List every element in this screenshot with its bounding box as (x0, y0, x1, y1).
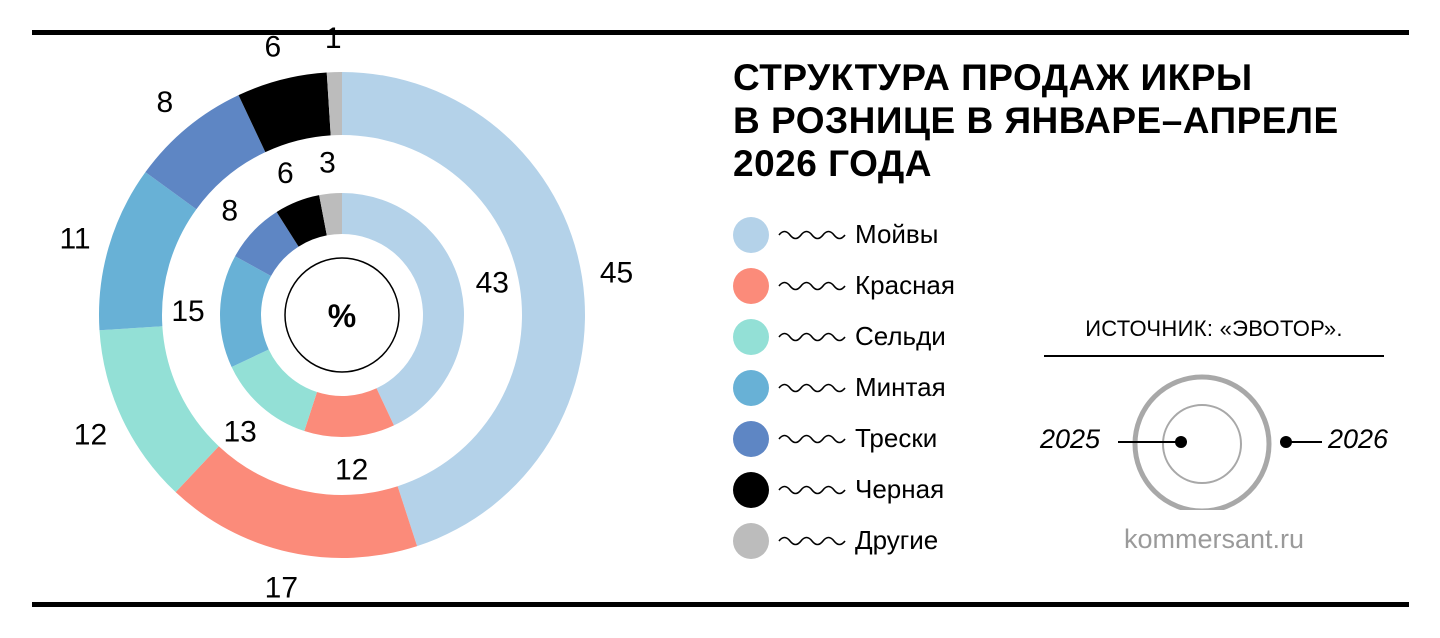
legend-label: Черная (855, 474, 945, 504)
legend-swatch (733, 268, 769, 304)
legend-connector (778, 281, 846, 291)
chart-title: СТРУКТУРА ПРОДАЖ ИКРЫ В РОЗНИЦЕ В ЯНВАРЕ… (733, 56, 1373, 185)
key-label-2025: 2025 (1040, 424, 1101, 454)
legend-item: Сельди (733, 316, 1033, 356)
credit-link[interactable]: kommersant.ru (1123, 524, 1305, 554)
slice-outer-2 (175, 446, 418, 558)
legend-label: Другие (855, 525, 939, 555)
legend-swatch (733, 523, 769, 559)
legend-label: Минтая (855, 372, 946, 402)
slice-outer-7 (326, 72, 342, 136)
slice-inner-1 (342, 193, 464, 426)
center-circle (284, 257, 400, 373)
legend-item: Минтая (733, 367, 1033, 407)
bottom-rule (32, 602, 1409, 607)
key-inner-ring (1162, 404, 1242, 484)
slice-inner-3 (231, 349, 317, 432)
legend-connector (778, 434, 846, 444)
key-right-dot (1280, 436, 1292, 448)
data-label-inner-2: 12 (335, 454, 368, 487)
data-label-outer-7: 1 (325, 22, 342, 55)
slice-outer-5 (145, 95, 266, 210)
data-label-inner-4: 15 (171, 295, 204, 328)
slice-inner-6 (276, 195, 327, 247)
source-divider (1044, 355, 1384, 357)
data-label-inner-3: 13 (223, 416, 256, 449)
data-label-outer-1: 45 (600, 257, 633, 290)
slice-inner-4 (220, 256, 272, 367)
legend-label: Мойвы (855, 219, 939, 249)
slice-outer-3 (99, 326, 219, 493)
legend-connector (778, 383, 846, 393)
ring-year-key (1118, 374, 1322, 510)
data-label-outer-5: 8 (156, 86, 173, 119)
source-note: ИСТОЧНИК: «ЭВОТОР». (1085, 316, 1343, 341)
data-label-inner-6: 6 (277, 157, 294, 190)
legend-swatch (733, 421, 769, 457)
legend-item: Другие (733, 520, 1033, 560)
legend-connector (778, 536, 846, 546)
legend-swatch (733, 370, 769, 406)
legend-label: Сельди (855, 321, 946, 351)
slice-outer-4 (99, 172, 197, 331)
slice-outer-6 (238, 72, 331, 153)
data-label-inner-5: 8 (221, 195, 238, 228)
data-label-outer-4: 11 (59, 222, 90, 255)
legend-swatch (733, 472, 769, 508)
slice-outer-1 (342, 72, 585, 547)
legend-swatch (733, 217, 769, 253)
data-label-inner-7: 3 (319, 147, 336, 180)
legend-label: Красная (855, 270, 955, 300)
legend-item: Красная (733, 265, 1033, 305)
legend-item: Черная (733, 469, 1033, 509)
legend-item: Мойвы (733, 214, 1033, 254)
legend-label: Трески (855, 423, 938, 453)
legend-connector (778, 230, 846, 240)
key-left-dot (1175, 436, 1187, 448)
center-unit-label: % (328, 298, 356, 334)
title-line-3: 2026 ГОДА (733, 143, 932, 184)
data-label-outer-3: 12 (74, 418, 107, 451)
slice-inner-5 (235, 211, 299, 276)
data-label-outer-6: 6 (265, 31, 282, 64)
key-outer-ring (1132, 374, 1272, 510)
legend-connector (778, 332, 846, 342)
slice-inner-7 (319, 193, 342, 236)
slice-inner-2 (304, 388, 394, 437)
title-line-1: СТРУКТУРА ПРОДАЖ ИКРЫ (733, 57, 1253, 98)
title-line-2: В РОЗНИЦЕ В ЯНВАРЕ–АПРЕЛЕ (733, 100, 1339, 141)
key-label-2026: 2026 (1328, 424, 1389, 454)
data-label-outer-2: 17 (265, 571, 298, 604)
legend-swatch (733, 319, 769, 355)
legend-item: Трески (733, 418, 1033, 458)
top-rule (32, 30, 1409, 35)
legend-connector (778, 485, 846, 495)
data-label-inner-1: 43 (476, 266, 509, 299)
